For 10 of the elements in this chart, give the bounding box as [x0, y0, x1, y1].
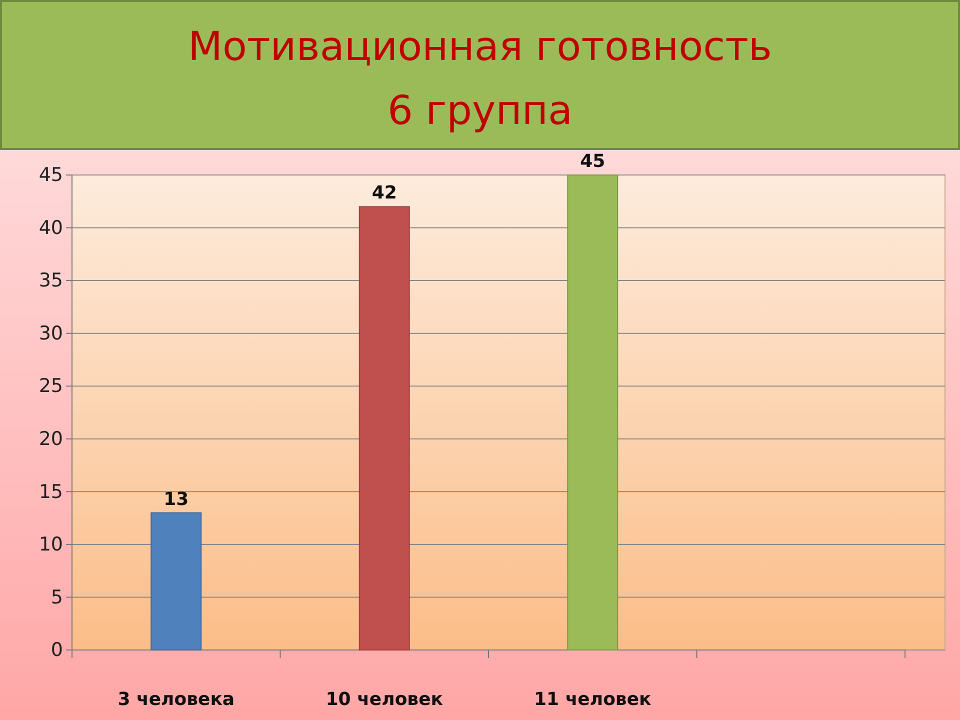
- y-tick-label: 25: [38, 375, 63, 398]
- y-tick-label: 40: [38, 216, 63, 239]
- y-tick-label: 15: [38, 480, 63, 503]
- y-tick-label: 30: [38, 322, 63, 344]
- y-tick-label: 20: [38, 428, 63, 450]
- y-tick-label: 10: [38, 534, 63, 556]
- y-tick-label: 0: [50, 639, 63, 662]
- y-tick-label: 45: [38, 164, 63, 186]
- y-tick-label: 35: [38, 270, 63, 292]
- y-tick-label: 5: [50, 586, 63, 608]
